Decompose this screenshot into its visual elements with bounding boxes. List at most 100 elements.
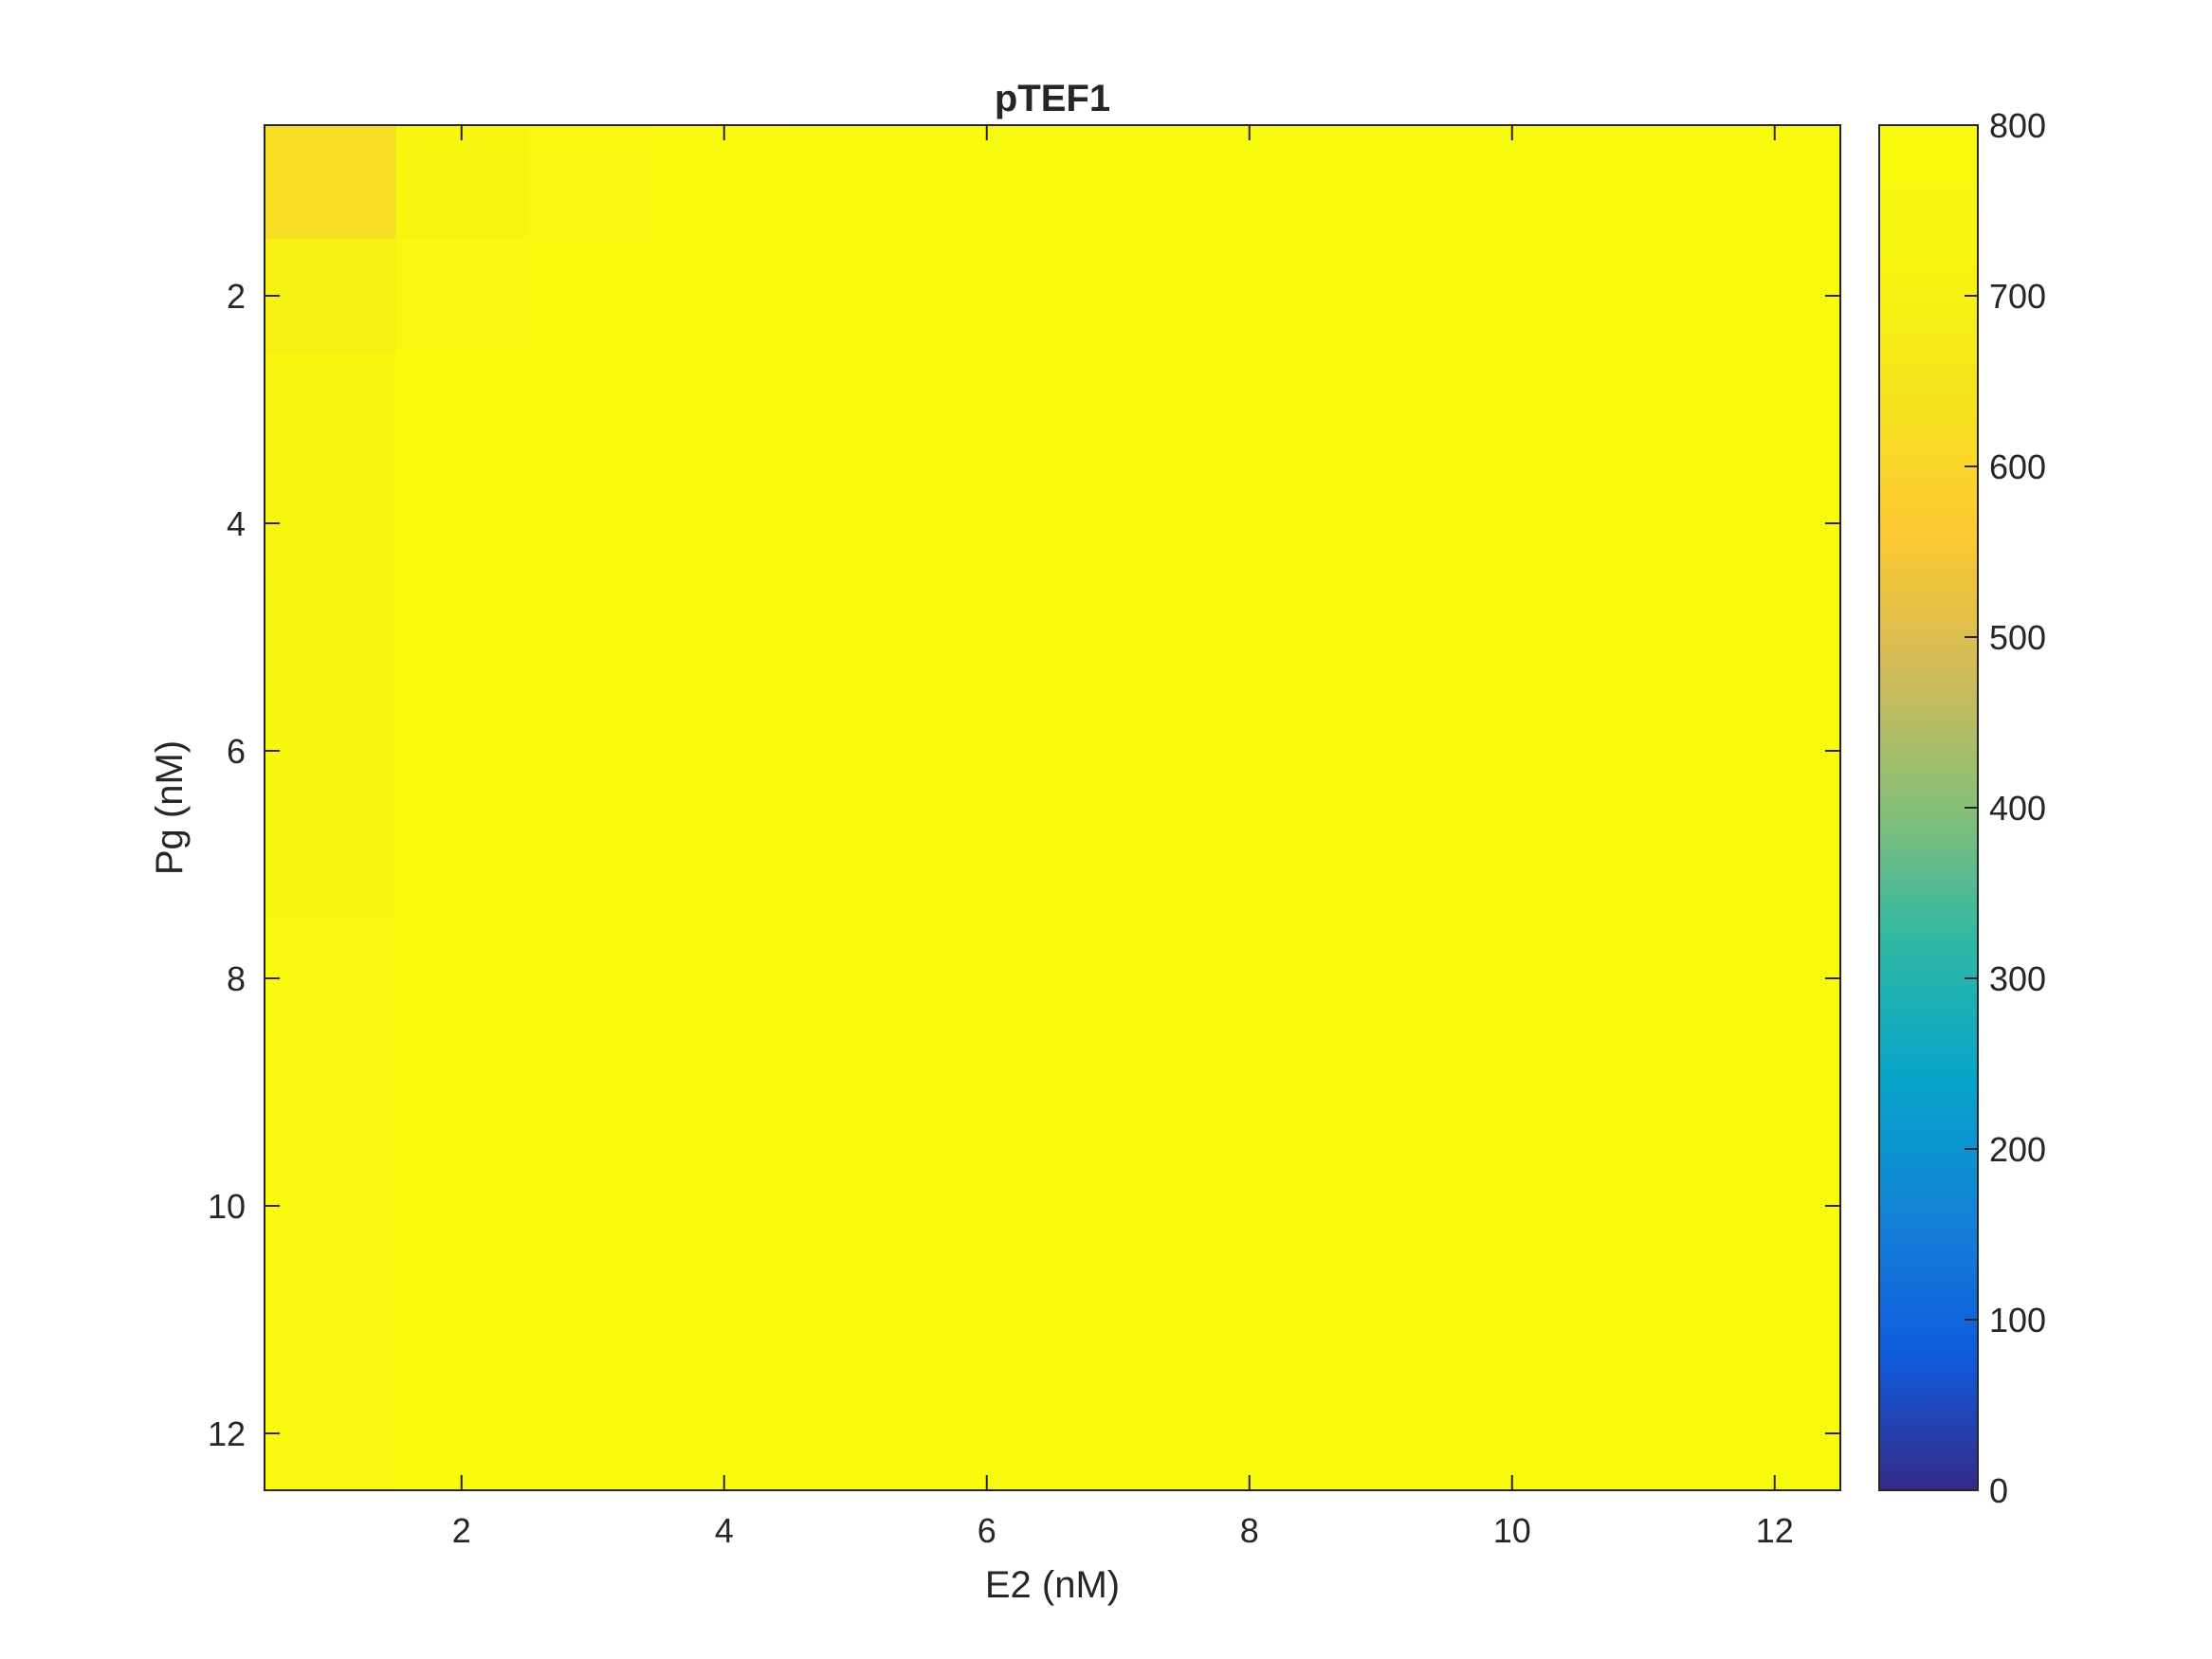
- heatmap-cell: [1315, 466, 1448, 581]
- heatmap-cell: [658, 921, 791, 1036]
- heatmap-cell: [790, 125, 923, 240]
- heatmap-cell: [1052, 694, 1185, 809]
- heatmap-cell: [658, 694, 791, 809]
- heatmap-cell: [265, 466, 397, 581]
- heatmap-cell: [1446, 1035, 1579, 1150]
- heatmap-cell: [265, 353, 397, 467]
- heatmap-cell: [527, 353, 660, 467]
- y-tick-label: 2: [227, 277, 246, 316]
- heatmap-cell: [395, 353, 528, 467]
- heatmap-cell: [921, 694, 1053, 809]
- heatmap-cell: [1183, 694, 1316, 809]
- y-tick-label: 8: [227, 959, 246, 998]
- heatmap-cell: [527, 808, 660, 922]
- heatmap-cell: [1052, 125, 1185, 240]
- heatmap-cell: [658, 239, 791, 354]
- heatmap-cell: [921, 125, 1053, 240]
- colorbar-tick-label: 600: [1989, 447, 2046, 486]
- heatmap-cell: [1052, 466, 1185, 581]
- heatmap-cell: [265, 580, 397, 695]
- heatmap-cell: [265, 1035, 397, 1150]
- heatmap-cell: [1052, 1149, 1185, 1264]
- x-axis-label: E2 (nM): [985, 1564, 1120, 1606]
- colorbar-ticks: 0 100 200 300 400 500 600 700 800: [1965, 106, 2046, 1510]
- heatmap-cell: [790, 239, 923, 354]
- heatmap-cell: [1052, 1376, 1185, 1491]
- heatmap-cell: [1052, 580, 1185, 695]
- heatmap-cell: [1578, 239, 1710, 354]
- heatmap-cell: [527, 921, 660, 1036]
- heatmap-cell: [1709, 921, 1841, 1036]
- heatmap-cell: [265, 921, 397, 1036]
- y-tick-label: 10: [208, 1187, 246, 1226]
- x-tick-label: 12: [1756, 1511, 1794, 1550]
- heatmap-cell: [1315, 921, 1448, 1036]
- heatmap-cell: [1183, 353, 1316, 467]
- heatmap-cell: [1315, 1263, 1448, 1377]
- heatmap-cell: [1578, 1149, 1710, 1264]
- heatmap-cell: [527, 125, 660, 240]
- heatmap-cell: [265, 125, 397, 240]
- heatmap-cell: [1578, 125, 1710, 240]
- heatmap-cell: [790, 921, 923, 1036]
- heatmap-cell: [921, 239, 1053, 354]
- heatmap-cell: [265, 239, 397, 354]
- heatmap-cell: [527, 1263, 660, 1377]
- heatmap-cell: [1183, 580, 1316, 695]
- heatmap-cell: [1052, 808, 1185, 922]
- heatmap-cell: [1183, 921, 1316, 1036]
- heatmap-cell: [1183, 808, 1316, 922]
- heatmap-cell: [1446, 580, 1579, 695]
- x-tick-label: 2: [452, 1511, 471, 1550]
- colorbar-tick-label: 800: [1989, 106, 2046, 145]
- heatmap-cell: [1315, 808, 1448, 922]
- heatmap-cell: [1446, 466, 1579, 581]
- colorbar-tick-label: 200: [1989, 1130, 2046, 1169]
- heatmap-cell: [1709, 1376, 1841, 1491]
- heatmap-cell: [1052, 353, 1185, 467]
- heatmap-cell: [527, 1149, 660, 1264]
- heatmap-cell: [395, 125, 528, 240]
- heatmap-cell: [1052, 1263, 1185, 1377]
- heatmap-cell: [921, 466, 1053, 581]
- colorbar-tick-label: 400: [1989, 789, 2046, 828]
- heatmap-cell: [1446, 353, 1579, 467]
- heatmap-cell: [395, 1035, 528, 1150]
- heatmap-cell: [921, 1263, 1053, 1377]
- heatmap-cell: [790, 1263, 923, 1377]
- heatmap-cell: [1709, 1263, 1841, 1377]
- heatmap-cell: [1183, 1149, 1316, 1264]
- heatmap-cell: [265, 694, 397, 809]
- heatmap-cell: [1446, 239, 1579, 354]
- heatmap-cell: [395, 921, 528, 1036]
- heatmap-cell: [1446, 694, 1579, 809]
- heatmap-cell: [395, 1149, 528, 1264]
- colorbar: [1878, 124, 1979, 1491]
- heatmap-cell: [395, 808, 528, 922]
- y-tick-label: 4: [227, 504, 246, 543]
- heatmap-cell: [1578, 580, 1710, 695]
- x-tick-label: 4: [715, 1511, 734, 1550]
- heatmap-cell: [790, 353, 923, 467]
- heatmap-cell: [265, 1149, 397, 1264]
- heatmap-cell: [658, 580, 791, 695]
- heatmap-cell: [395, 580, 528, 695]
- heatmap-cell: [790, 694, 923, 809]
- heatmap-cell: [790, 808, 923, 922]
- heatmap-cell: [790, 1035, 923, 1150]
- heatmap-cell: [1183, 1035, 1316, 1150]
- heatmap-cell: [1183, 239, 1316, 354]
- heatmap-cell: [1578, 921, 1710, 1036]
- heatmap-cell: [790, 1149, 923, 1264]
- heatmap-cell: [1446, 1376, 1579, 1491]
- y-tick-label: 12: [208, 1414, 246, 1453]
- heatmap-cell: [790, 466, 923, 581]
- heatmap-cell: [1709, 1149, 1841, 1264]
- colorbar-tick-label: 300: [1989, 959, 2046, 998]
- y-axis: 2 4 6 8 10 12: [208, 277, 1840, 1453]
- heatmap-cell: [1446, 1263, 1579, 1377]
- heatmap-cell: [658, 353, 791, 467]
- plot-frame: [264, 124, 1841, 1491]
- heatmap-cell: [395, 466, 528, 581]
